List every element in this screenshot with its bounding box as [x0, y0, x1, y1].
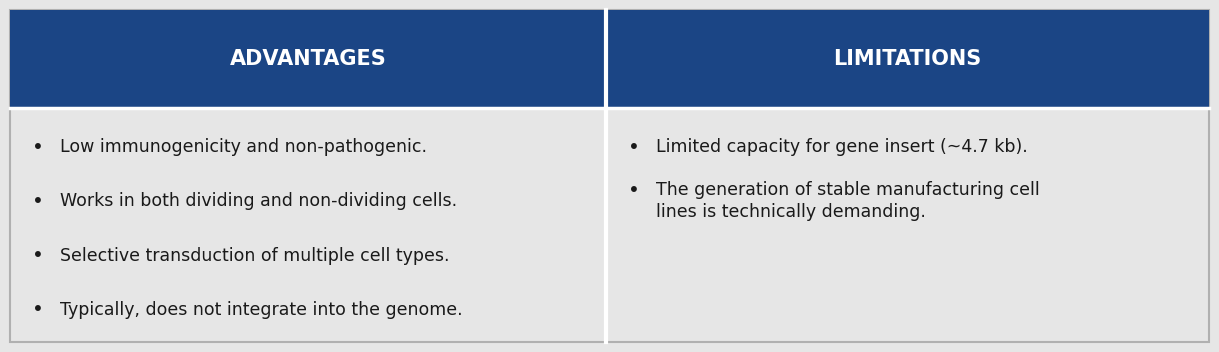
Text: The generation of stable manufacturing cell: The generation of stable manufacturing c…	[656, 181, 1040, 199]
Text: •: •	[32, 138, 44, 157]
Text: Typically, does not integrate into the genome.: Typically, does not integrate into the g…	[60, 301, 463, 319]
Text: Limited capacity for gene insert (~4.7 kb).: Limited capacity for gene insert (~4.7 k…	[656, 138, 1028, 156]
Text: •: •	[628, 138, 640, 157]
Text: •: •	[32, 246, 44, 265]
Text: Low immunogenicity and non-pathogenic.: Low immunogenicity and non-pathogenic.	[60, 138, 427, 156]
Text: lines is technically demanding.: lines is technically demanding.	[656, 203, 925, 221]
Text: LIMITATIONS: LIMITATIONS	[834, 49, 981, 69]
Bar	[606, 10, 1209, 108]
Text: ADVANTAGES: ADVANTAGES	[229, 49, 386, 69]
Text: Works in both dividing and non-dividing cells.: Works in both dividing and non-dividing …	[60, 192, 457, 210]
Bar	[10, 10, 606, 108]
Text: Selective transduction of multiple cell types.: Selective transduction of multiple cell …	[60, 247, 450, 265]
Text: •: •	[32, 300, 44, 319]
Text: •: •	[628, 181, 640, 200]
Text: •: •	[32, 192, 44, 211]
